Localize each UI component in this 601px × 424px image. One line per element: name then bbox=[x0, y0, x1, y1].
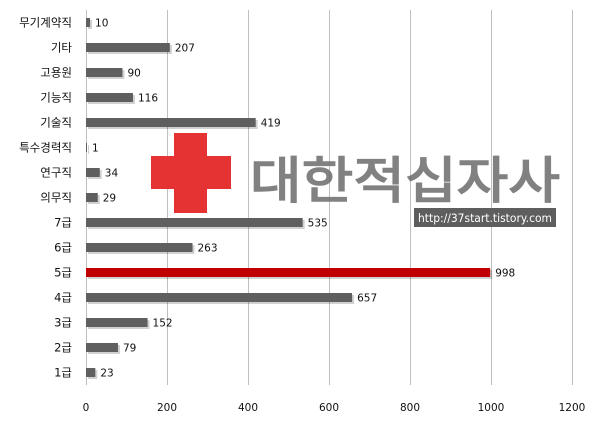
category-label-12: 3급 bbox=[54, 316, 72, 330]
category-label-1: 기타 bbox=[51, 41, 73, 55]
bar-8 bbox=[86, 218, 303, 227]
value-label-9: 263 bbox=[198, 243, 218, 255]
bar-13 bbox=[86, 343, 118, 352]
gridlines bbox=[86, 10, 573, 385]
value-label-8: 535 bbox=[308, 218, 328, 230]
watermark-url: http://37start.tistory.com bbox=[418, 211, 552, 225]
x-tick-label-3: 600 bbox=[319, 402, 339, 414]
category-label-7: 의무직 bbox=[40, 191, 72, 205]
bar-2 bbox=[86, 68, 123, 77]
value-label-13: 79 bbox=[123, 343, 136, 355]
bar-12 bbox=[86, 318, 148, 327]
category-label-11: 4급 bbox=[54, 291, 72, 305]
value-label-3: 116 bbox=[138, 93, 158, 105]
red-cross-horizontal bbox=[151, 156, 231, 189]
value-label-7: 29 bbox=[103, 193, 116, 205]
bar-1 bbox=[86, 43, 170, 52]
value-label-0: 10 bbox=[95, 18, 108, 30]
category-label-14: 1급 bbox=[54, 366, 72, 380]
x-tick-label-5: 1000 bbox=[478, 402, 505, 414]
category-label-5: 특수경력직 bbox=[19, 141, 72, 155]
bar-6 bbox=[86, 168, 100, 177]
value-label-12: 152 bbox=[153, 318, 173, 330]
category-label-9: 6급 bbox=[54, 241, 72, 255]
category-label-4: 기술직 bbox=[40, 116, 72, 130]
bar-7 bbox=[86, 193, 98, 202]
value-label-1: 207 bbox=[175, 43, 195, 55]
bar-9 bbox=[86, 243, 193, 252]
bar-4 bbox=[86, 118, 256, 127]
bars bbox=[86, 18, 493, 379]
bar-5 bbox=[86, 143, 87, 152]
value-labels: 10 207 90 116 419 1 34 29 535 263 998 657 152 79 23 bbox=[92, 18, 515, 380]
bar-10 bbox=[86, 268, 491, 277]
bar-14 bbox=[86, 368, 96, 377]
category-label-3: 기능직 bbox=[40, 91, 72, 105]
value-label-5: 1 bbox=[92, 143, 99, 155]
bar-3 bbox=[86, 93, 133, 102]
value-label-6: 34 bbox=[105, 168, 119, 180]
value-label-10: 998 bbox=[495, 268, 515, 280]
x-tick-label-6: 1200 bbox=[559, 402, 586, 414]
category-label-8: 7급 bbox=[54, 216, 72, 230]
x-tick-label-1: 200 bbox=[157, 402, 177, 414]
watermark-org-name: 대한적십자사 bbox=[250, 152, 560, 210]
category-label-2: 고용원 bbox=[40, 66, 72, 80]
x-tick-label-4: 800 bbox=[400, 402, 420, 414]
category-label-6: 연구직 bbox=[40, 166, 72, 180]
value-label-11: 657 bbox=[357, 293, 377, 305]
category-label-0: 무기계약직 bbox=[19, 16, 72, 30]
x-tick-label-2: 400 bbox=[238, 402, 258, 414]
watermark-url-box bbox=[414, 208, 556, 227]
bar-0 bbox=[86, 18, 91, 27]
watermark: 대한적십자사 http://37start.tistory.com bbox=[151, 133, 560, 227]
value-label-2: 90 bbox=[127, 68, 140, 80]
category-label-10: 5급 bbox=[54, 266, 72, 280]
value-label-14: 23 bbox=[100, 368, 113, 380]
bar-11 bbox=[86, 293, 353, 302]
value-label-4: 419 bbox=[261, 118, 281, 130]
x-axis-tick-labels: 0 200 400 600 800 1000 1200 bbox=[83, 402, 586, 414]
x-tick-label-0: 0 bbox=[83, 402, 90, 414]
category-label-13: 2급 bbox=[54, 341, 72, 355]
bar-shadow-5 bbox=[88, 145, 89, 154]
